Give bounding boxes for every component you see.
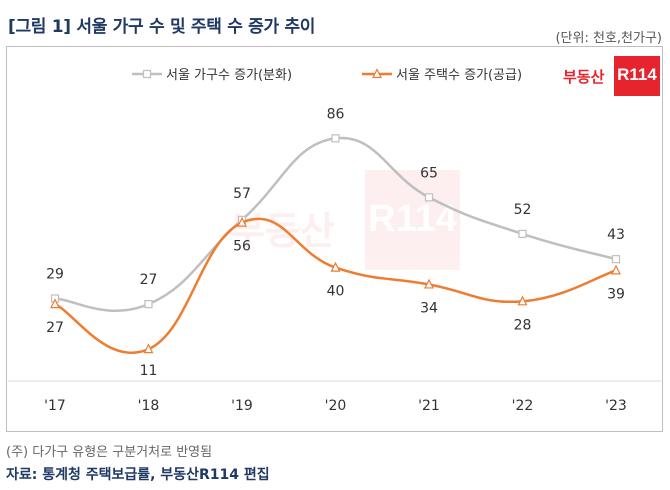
data-point [330,261,341,272]
unit-label: (단위: 천호,천가구) [555,31,662,46]
brand-name: 부동산 [563,68,605,86]
footnote: (주) 다가구 유형은 구분거처로 반영됨 [6,445,213,460]
data-point [611,255,621,264]
x-tick-label: '23 [605,398,627,414]
brand-logo-text: R114 [617,65,657,84]
header: [그림 1] 서울 가구 수 및 주택 수 증가 추이 (단위: 천호,천가구) [0,0,670,46]
legend-label: 서울 주택수 증가(공급) [396,68,522,83]
x-tick-label: '18 [138,398,160,414]
data-point [50,298,60,309]
data-point [144,300,153,309]
data-point [517,295,528,306]
data-label: 86 [327,106,345,122]
data-label: 29 [46,267,64,283]
x-tick-label: '21 [418,398,440,414]
data-label: 40 [327,284,345,300]
data-point [424,278,434,289]
data-point [143,343,154,354]
x-tick-label: '19 [231,398,253,414]
brand-logo: R114 [614,56,660,96]
page-title: [그림 1] 서울 가구 수 및 주택 수 증가 추이 [8,17,316,37]
data-label: 56 [233,239,251,255]
x-tick-label: '17 [44,398,66,414]
data-point [424,193,434,202]
legend-marker [372,68,382,79]
data-label: 27 [140,272,158,288]
data-label: 11 [140,363,158,379]
data-point [237,216,247,227]
legend-marker [142,69,152,79]
data-label: 39 [607,286,625,302]
data-point [518,229,527,238]
data-label: 52 [514,202,532,218]
data-label: 65 [420,165,438,181]
data-label: 27 [46,320,64,336]
data-point [611,264,621,275]
data-label: 28 [514,317,532,333]
data-label: 43 [607,227,625,243]
x-tick-label: '22 [512,398,534,414]
chart-frame [6,46,663,432]
legend-label: 서울 가구수 증가(분화) [166,68,292,83]
data-label: 57 [233,186,251,202]
data-label: 34 [420,300,438,316]
data-point [331,134,340,143]
source-credit: 자료: 통계청 주택보급률, 부동산R114 편집 [6,467,270,483]
x-tick-label: '20 [325,398,347,414]
